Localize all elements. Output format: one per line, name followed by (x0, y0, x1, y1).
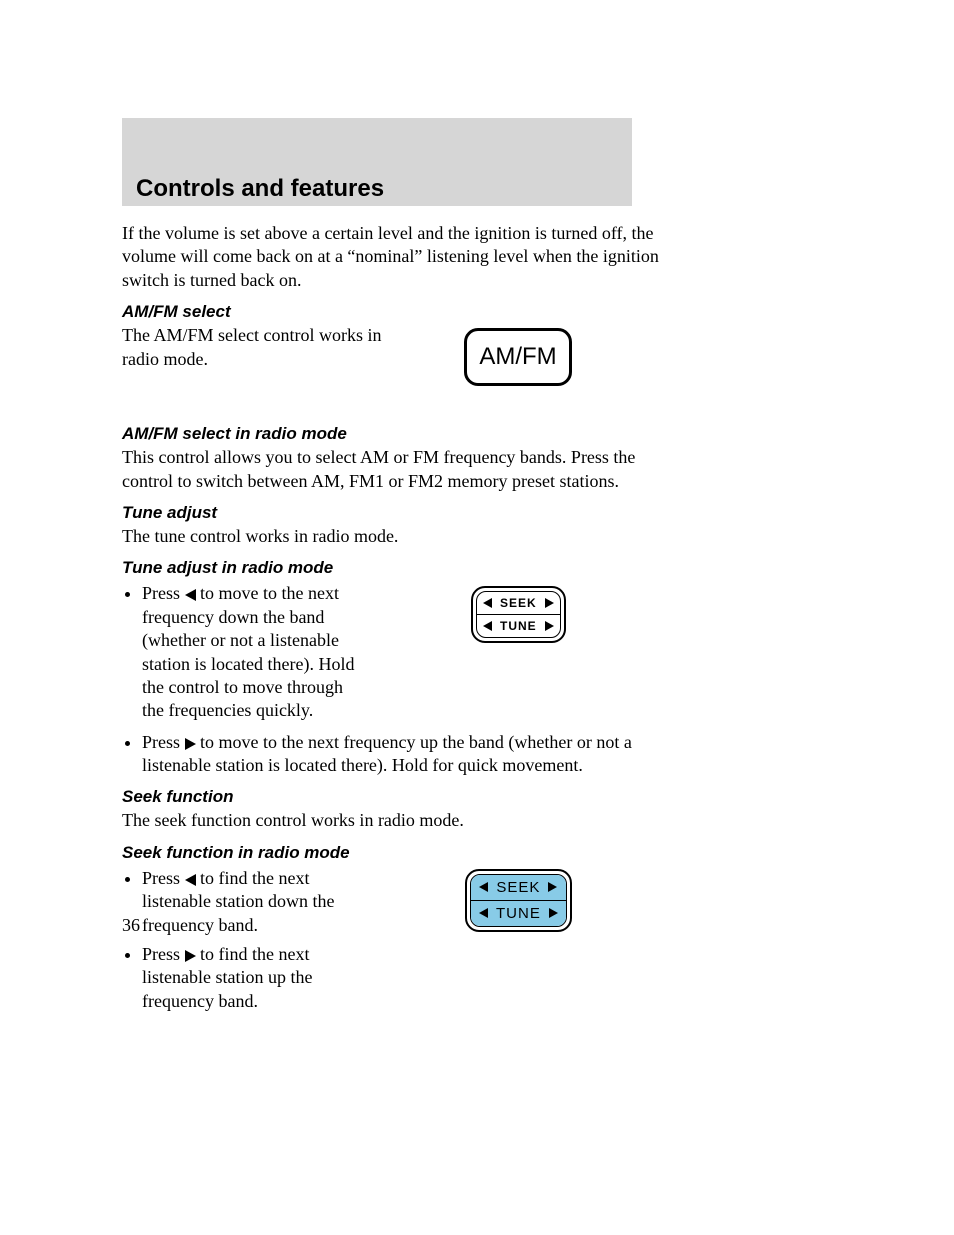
right-arrow-icon (548, 882, 557, 892)
amfm-row: The AM/FM select control works in radio … (122, 324, 682, 386)
bullet-pre: Press (142, 868, 185, 888)
amfm-mode-heading: AM/FM select in radio mode (122, 424, 682, 444)
left-arrow-icon (483, 621, 492, 631)
tune-label: TUNE (496, 905, 541, 922)
list-item: Press to find the next listenable statio… (142, 943, 337, 1013)
seek-mode-row: Press to find the next listenable statio… (122, 865, 682, 1019)
page: Controls and features If the volume is s… (0, 0, 954, 1235)
right-arrow-icon (545, 621, 554, 631)
tune-mode-list: Press to move to the next frequency down… (122, 582, 367, 722)
page-title: Controls and features (136, 175, 384, 203)
intro-paragraph: If the volume is set above a certain lev… (122, 222, 682, 292)
list-item: Press to move to the next frequency up t… (142, 731, 682, 778)
content-area: If the volume is set above a certain lev… (122, 222, 682, 1019)
right-arrow-icon (545, 598, 554, 608)
bullet-pre: Press (142, 944, 185, 964)
tune-mode-heading: Tune adjust in radio mode (122, 558, 682, 578)
bullet-pre: Press (142, 732, 185, 752)
left-arrow-icon (185, 589, 196, 601)
right-arrow-icon (185, 950, 196, 962)
seek-body: The seek function control works in radio… (122, 809, 682, 832)
seek-mode-heading: Seek function in radio mode (122, 843, 682, 863)
left-arrow-icon (483, 598, 492, 608)
list-item: Press to find the next listenable statio… (142, 867, 337, 937)
amfm-body: The AM/FM select control works in radio … (122, 324, 412, 371)
bullet-post: to move to the next frequency down the b… (142, 583, 354, 720)
tune-heading: Tune adjust (122, 503, 682, 523)
amfm-mode-body: This control allows you to select AM or … (122, 446, 682, 493)
tune-mode-list-2: Press to move to the next frequency up t… (122, 731, 682, 778)
right-arrow-icon (549, 908, 558, 918)
page-number: 36 (122, 915, 140, 936)
seek-mode-list: Press to find the next listenable statio… (122, 867, 337, 1013)
tune-body: The tune control works in radio mode. (122, 525, 682, 548)
bullet-pre: Press (142, 583, 185, 603)
amfm-button-figure: AM/FM (464, 328, 572, 386)
left-arrow-icon (479, 908, 488, 918)
tune-mode-row: Press to move to the next frequency down… (122, 580, 682, 728)
amfm-select-heading: AM/FM select (122, 302, 682, 322)
seek-label: SEEK (496, 879, 540, 896)
left-arrow-icon (479, 882, 488, 892)
seek-tune-rocker-small: SEEK TUNE (471, 586, 566, 643)
left-arrow-icon (185, 874, 196, 886)
tune-label: TUNE (500, 619, 537, 633)
list-item: Press to move to the next frequency down… (142, 582, 367, 722)
seek-tune-rocker-large: SEEK TUNE (465, 869, 572, 932)
seek-heading: Seek function (122, 787, 682, 807)
seek-label: SEEK (500, 596, 537, 610)
right-arrow-icon (185, 738, 196, 750)
bullet-post: to move to the next frequency up the ban… (142, 732, 632, 775)
